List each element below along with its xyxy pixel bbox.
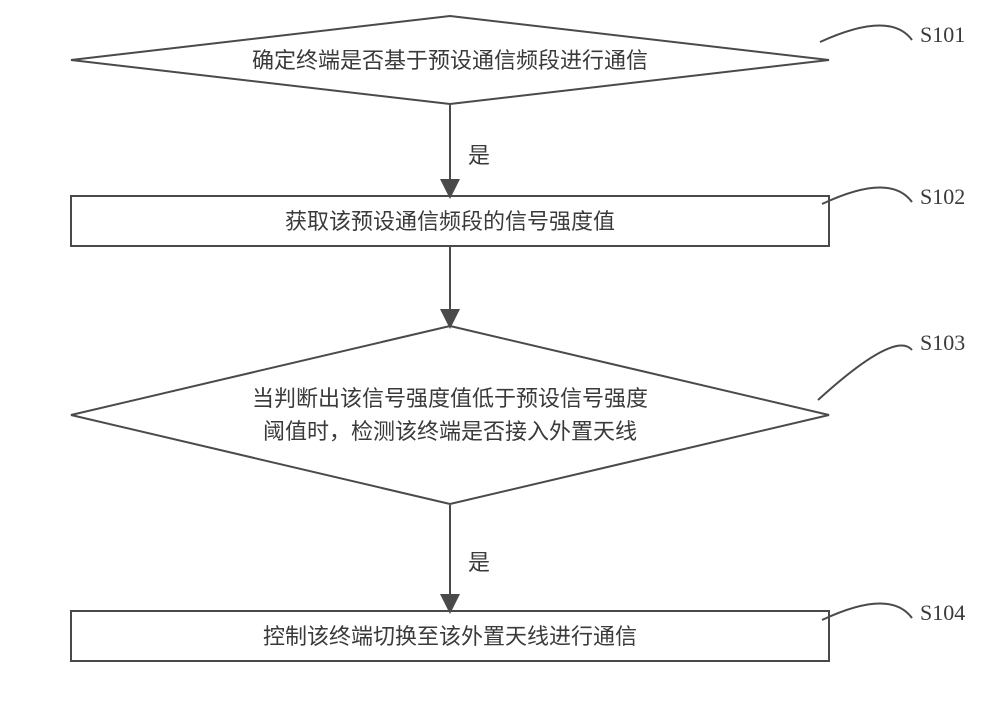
step-label-s102: S102 xyxy=(920,184,965,210)
node-text: 控制该终端切换至该外置天线进行通信 xyxy=(263,620,637,653)
process-node-4: 控制该终端切换至该外置天线进行通信 xyxy=(70,610,830,662)
decision-node-1: 确定终端是否基于预设通信频段进行通信 xyxy=(70,15,830,105)
edge-label-yes-1: 是 xyxy=(468,138,490,170)
node-text: 当判断出该信号强度值低于预设信号强度 阈值时，检测该终端是否接入外置天线 xyxy=(252,382,648,448)
step-label-s103: S103 xyxy=(920,330,965,356)
step-label-s104: S104 xyxy=(920,600,965,626)
flowchart-canvas: 确定终端是否基于预设通信频段进行通信 获取该预设通信频段的信号强度值 当判断出该… xyxy=(0,0,1000,701)
decision-node-3: 当判断出该信号强度值低于预设信号强度 阈值时，检测该终端是否接入外置天线 xyxy=(70,325,830,505)
node-text: 获取该预设通信频段的信号强度值 xyxy=(285,205,615,238)
step-label-s101: S101 xyxy=(920,22,965,48)
edge-label-yes-2: 是 xyxy=(468,545,490,577)
process-node-2: 获取该预设通信频段的信号强度值 xyxy=(70,195,830,247)
node-text: 确定终端是否基于预设通信频段进行通信 xyxy=(252,44,648,77)
